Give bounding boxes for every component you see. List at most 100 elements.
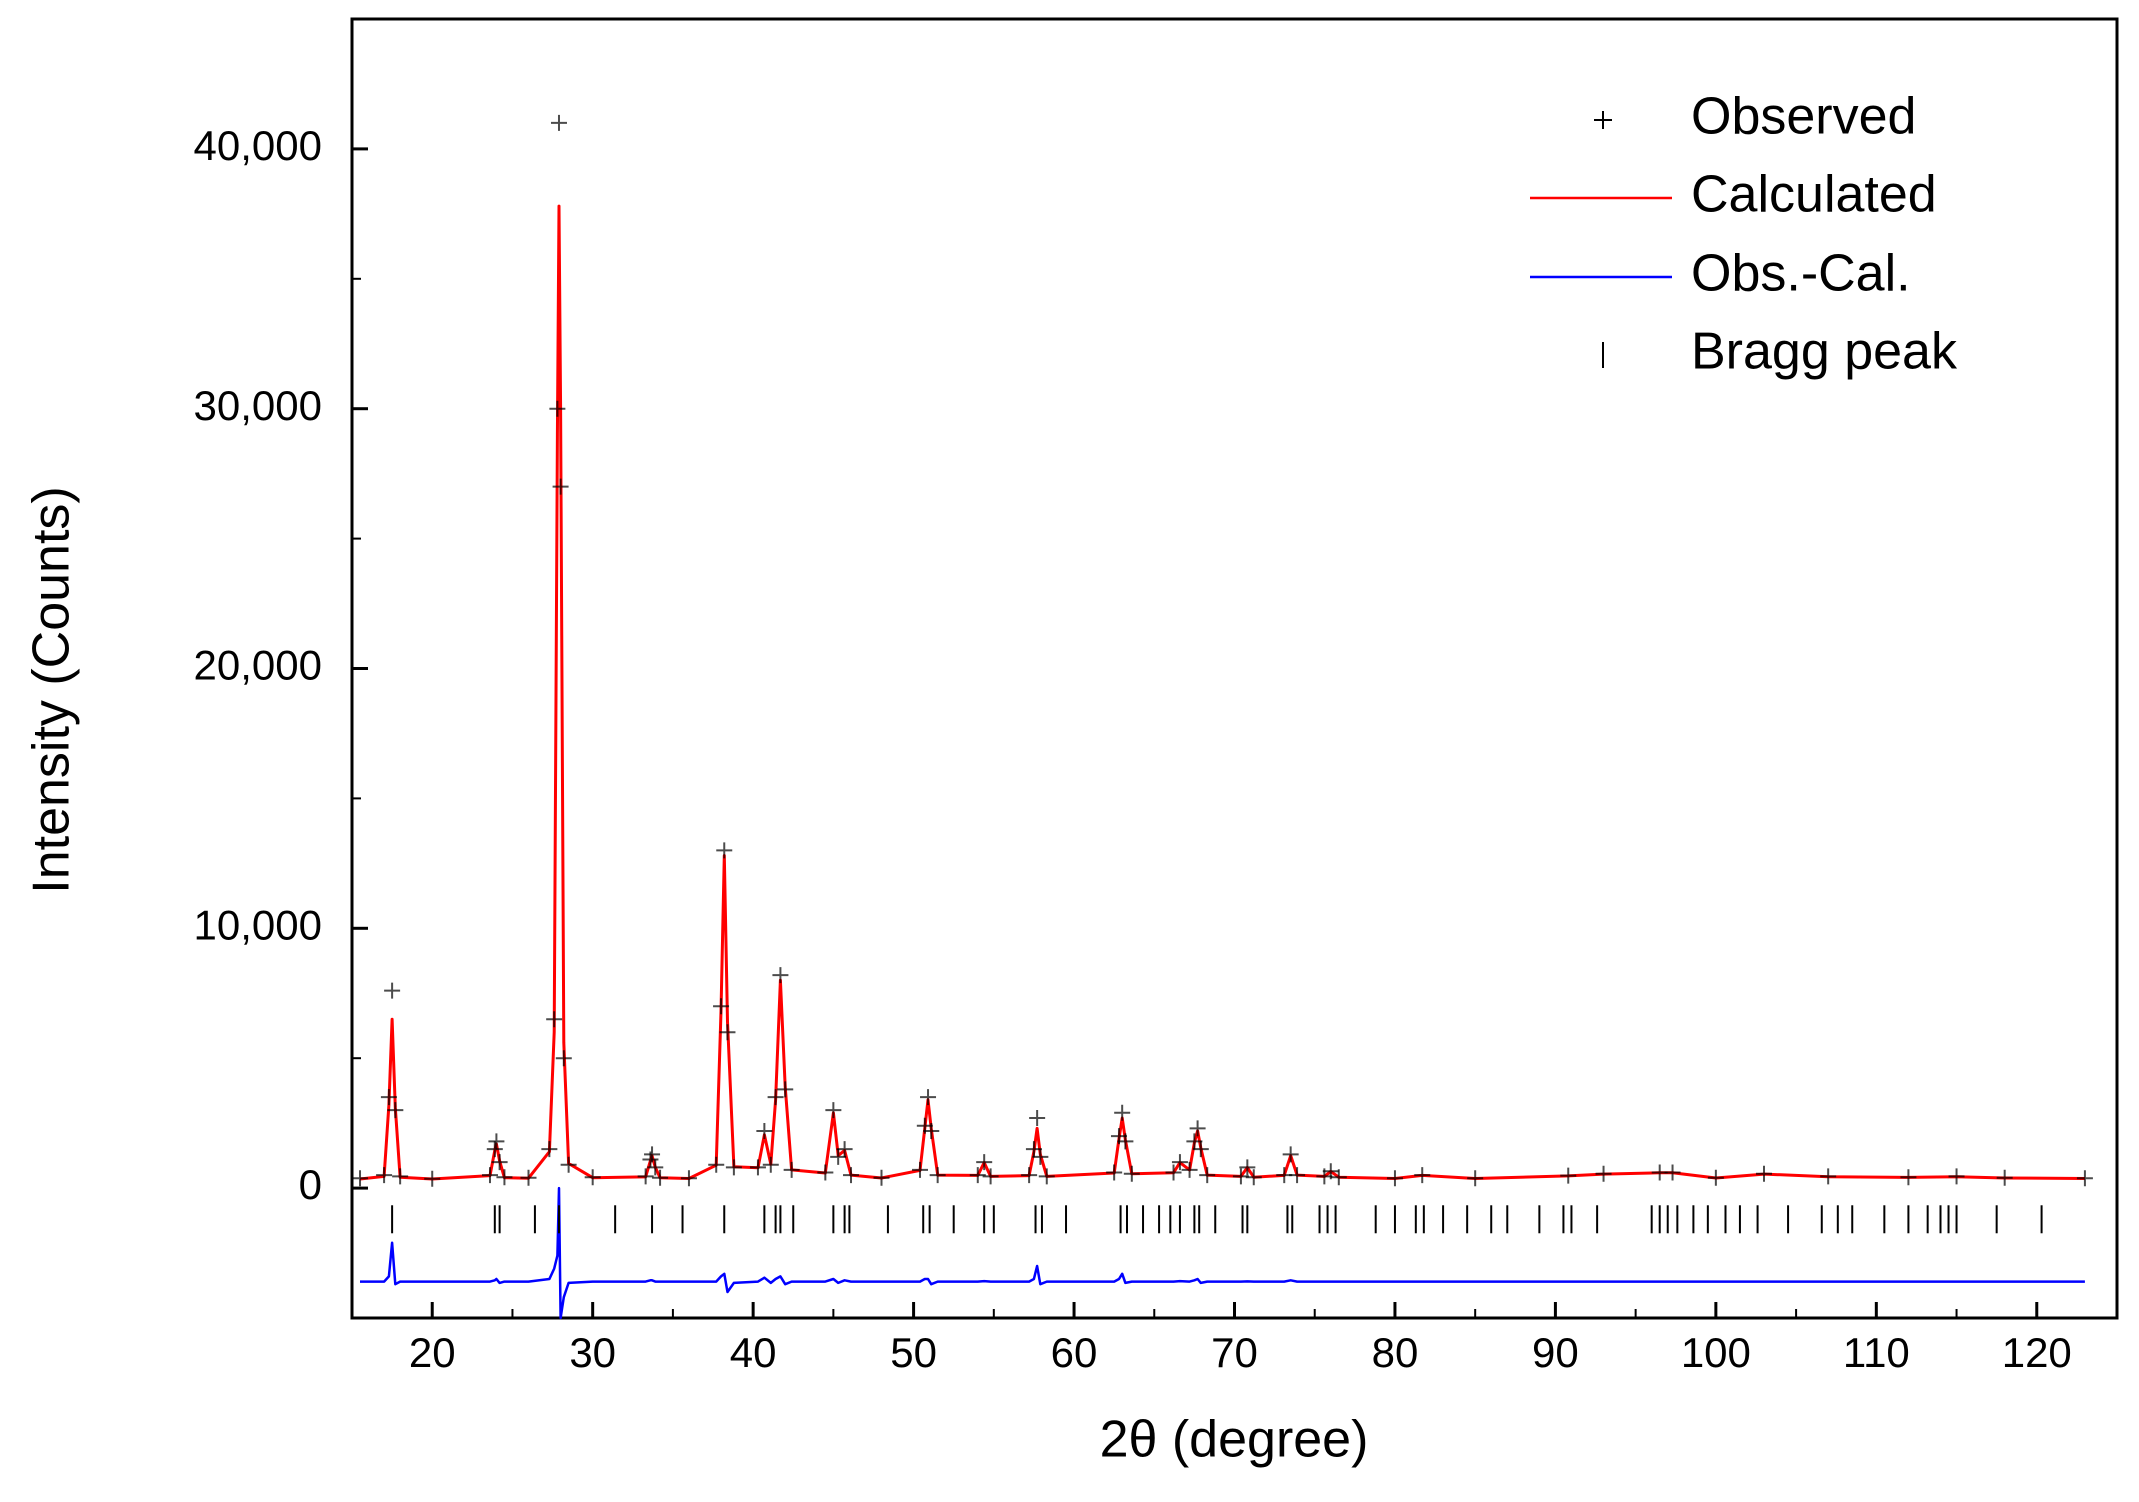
observed-point [1186, 1133, 1203, 1150]
observed-point [1239, 1159, 1256, 1176]
observed-point [392, 1168, 409, 1185]
x-tick-label: 80 [1372, 1329, 1419, 1376]
observed-point [1820, 1168, 1837, 1185]
observed-point [496, 1169, 513, 1186]
x-tick-label: 100 [1681, 1329, 1751, 1376]
observed-point [520, 1169, 537, 1186]
observed-point [1289, 1167, 1306, 1184]
observed-point [1032, 1148, 1049, 1165]
observed-point [552, 478, 569, 495]
observed-point [384, 982, 401, 999]
observed-point [772, 967, 789, 984]
observed-point [387, 1102, 404, 1119]
legend-label: Calculated [1691, 166, 1937, 224]
observed-point [969, 1167, 986, 1184]
observed-point [376, 1167, 393, 1184]
y-tick-label: 0 [299, 1161, 322, 1208]
observed-point [1199, 1167, 1216, 1184]
observed-point [777, 1081, 794, 1098]
observed-point [584, 1169, 601, 1186]
y-tick-label: 20,000 [194, 642, 322, 689]
observed-point [1467, 1170, 1484, 1187]
x-tick-label: 90 [1532, 1329, 1579, 1376]
observed-point [1025, 1141, 1042, 1158]
observed-point [725, 1159, 742, 1176]
observed-point [756, 1122, 773, 1139]
observed-point [716, 842, 733, 859]
observed-point [1029, 1109, 1046, 1126]
x-tick-label: 20 [409, 1329, 456, 1376]
observed-point [719, 1024, 736, 1041]
y-tick-label: 10,000 [194, 901, 322, 948]
x-tick-label: 50 [890, 1329, 937, 1376]
observed-point [1664, 1164, 1681, 1181]
observed-point [491, 1154, 508, 1171]
observed-point [817, 1164, 834, 1181]
observed-point [1282, 1146, 1299, 1163]
observed-point [1948, 1168, 1965, 1185]
observed-point [830, 1148, 847, 1165]
observed-point [912, 1161, 929, 1178]
observed-point [1171, 1154, 1188, 1171]
x-tick-label: 70 [1211, 1329, 1258, 1376]
legend-label: Obs.-Cal. [1691, 245, 1911, 303]
observed-point [923, 1122, 940, 1139]
observed-point [488, 1133, 505, 1150]
y-tick-label: 30,000 [194, 382, 322, 429]
observed-point [1560, 1167, 1577, 1184]
x-tick-label: 110 [1843, 1329, 1910, 1376]
observed-point [546, 1011, 563, 1028]
y-axis-title: Intensity (Counts) [23, 486, 81, 894]
observed-point [1106, 1164, 1123, 1181]
observed-point [424, 1170, 441, 1187]
observed-point [486, 1141, 503, 1158]
observed-point [1386, 1170, 1403, 1187]
observed-point [1322, 1163, 1339, 1180]
observed-point [1595, 1165, 1612, 1182]
observed-point [1900, 1169, 1917, 1186]
observed-point [1114, 1104, 1131, 1121]
legend-label: Observed [1691, 88, 1916, 146]
observed-point [708, 1156, 725, 1173]
observed-point [1414, 1167, 1431, 1184]
observed-point [783, 1161, 800, 1178]
observed-point [1707, 1169, 1724, 1186]
observed-point [873, 1169, 890, 1186]
observed-point [1189, 1120, 1206, 1137]
observed-point [541, 1141, 558, 1158]
observed-point [352, 1170, 369, 1187]
y-tick-label: 40,000 [194, 122, 322, 169]
observed-point [713, 998, 730, 1015]
x-tick-label: 30 [569, 1329, 616, 1376]
observed-point [550, 114, 567, 131]
x-tick-label: 120 [2002, 1329, 2072, 1376]
legend-label: Bragg peak [1691, 323, 1958, 381]
observed-point [1756, 1165, 1772, 1182]
observed-point [929, 1167, 946, 1184]
observed-point [982, 1168, 999, 1185]
observed-point [1181, 1161, 1198, 1178]
observed-point [1330, 1169, 1347, 1186]
observed-point [825, 1102, 842, 1119]
observed-point [680, 1170, 697, 1187]
legend-marker [1594, 111, 1612, 129]
observed-point [1117, 1133, 1134, 1150]
observed-point [1038, 1168, 1055, 1185]
observed-point [652, 1169, 669, 1186]
observed-point [843, 1167, 860, 1184]
observed-point [560, 1156, 577, 1173]
series-line [360, 1186, 2085, 1320]
observed-point [1165, 1164, 1182, 1181]
observed-point [767, 1089, 784, 1106]
observed-point [762, 1156, 779, 1173]
observed-point [920, 1089, 937, 1106]
observed-point [555, 1050, 572, 1067]
observed-point [637, 1168, 654, 1185]
observed-point [2076, 1170, 2093, 1187]
observed-point [836, 1141, 853, 1158]
observed-point [549, 400, 566, 417]
observed-point [749, 1159, 766, 1176]
observed-point [1192, 1141, 1209, 1158]
observed-point [481, 1167, 498, 1184]
x-tick-label: 40 [730, 1329, 777, 1376]
